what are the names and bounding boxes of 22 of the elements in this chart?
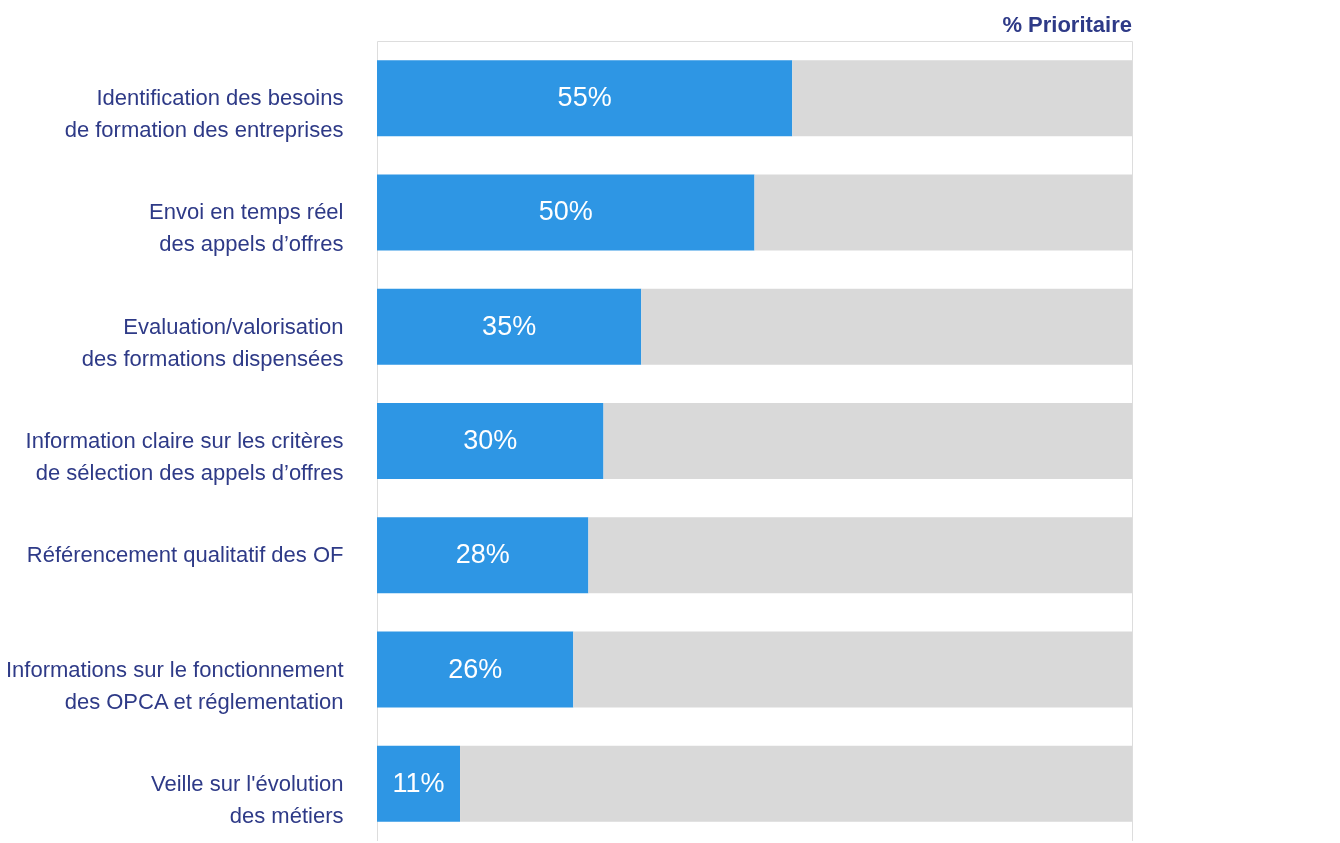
data-label: 26% — [448, 653, 503, 684]
bar — [377, 403, 604, 479]
bar — [377, 174, 755, 251]
data-label: 30% — [463, 425, 518, 455]
data-label: 35% — [482, 310, 537, 341]
chart-title: % Prioritaire — [1002, 12, 1132, 37]
bar — [377, 288, 642, 365]
data-label: 28% — [455, 539, 510, 570]
bar — [377, 745, 461, 822]
data-label: 11% — [392, 767, 445, 798]
y-tick-label: Veille sur l'évolution des métiers — [150, 770, 344, 828]
y-tick-label: Informations sur le fonctionnement des OPCA et réglementation — [5, 656, 344, 714]
bar — [377, 517, 589, 594]
bar — [377, 631, 574, 708]
y-tick-label: Envoi en temps réel des appels d’offres — [149, 199, 344, 257]
y-tick-label: Evaluation/valorisation des formations dispensées — [81, 313, 344, 371]
y-tick-label: Information claire sur les critères de sélection des appels d’offres — [25, 428, 344, 485]
bar — [377, 60, 793, 137]
data-label: 55% — [557, 82, 612, 113]
data-label: 50% — [538, 196, 593, 227]
y-tick-label: Référencement qualitatif des OF — [26, 542, 344, 568]
y-tick-label: Identification des besoins de formation des entreprises — [64, 85, 344, 143]
